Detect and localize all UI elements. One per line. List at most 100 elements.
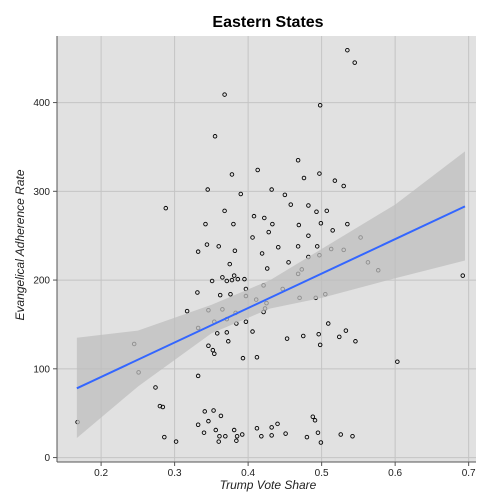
data-point [255, 167, 260, 173]
data-point [330, 228, 335, 233]
data-point [341, 183, 346, 189]
data-point [395, 359, 400, 364]
data-point [314, 209, 319, 214]
data-point [296, 222, 302, 228]
data-point [231, 273, 237, 278]
data-point [316, 331, 321, 337]
data-point [184, 308, 190, 314]
data-point [212, 351, 217, 356]
data-point [224, 278, 230, 284]
data-point [353, 339, 358, 344]
axes [53, 36, 476, 466]
data-point [228, 292, 233, 297]
data-point [270, 221, 275, 227]
x-tick-label: 0.7 [462, 468, 476, 479]
data-point [160, 404, 166, 410]
y-tick-label: 100 [33, 364, 50, 375]
data-point [352, 60, 357, 65]
confidence-ribbon [76, 151, 465, 439]
data-point [238, 191, 244, 197]
data-point [202, 409, 208, 414]
x-axis-label: Trump Vote Share [220, 478, 317, 492]
data-point [206, 418, 211, 424]
data-point [314, 244, 320, 249]
data-point [235, 276, 241, 282]
y-tick-label: 300 [33, 187, 50, 198]
data-point [204, 242, 210, 247]
data-point [163, 205, 169, 211]
data-point [318, 440, 324, 445]
data-point [218, 413, 224, 419]
x-tick-label: 0.5 [315, 468, 329, 479]
data-point [223, 434, 228, 439]
data-point [195, 422, 201, 427]
data-point [229, 277, 235, 283]
data-point [227, 261, 232, 267]
data-point [317, 171, 322, 176]
data-point [231, 221, 236, 227]
data-point [275, 421, 280, 427]
data-point [205, 187, 210, 192]
data-point [276, 244, 281, 250]
data-point [259, 251, 265, 256]
data-point [212, 134, 218, 139]
data-point [195, 290, 200, 295]
data-point [350, 434, 355, 439]
data-point [226, 339, 231, 344]
data-point [288, 202, 294, 207]
data-point [211, 408, 216, 413]
data-point [283, 431, 288, 436]
x-tick-label: 0.2 [94, 468, 108, 479]
data-point [343, 328, 349, 333]
data-point [301, 175, 307, 181]
data-point [234, 434, 240, 439]
data-point [239, 432, 245, 437]
data-point [206, 343, 211, 348]
chart-title: Eastern States [212, 14, 323, 31]
data-point [195, 249, 201, 254]
data-point [318, 221, 324, 226]
data-point [240, 355, 246, 361]
data-point [232, 248, 238, 254]
data-point [338, 432, 343, 437]
data-point [259, 434, 264, 439]
x-tick-label: 0.4 [241, 468, 255, 479]
trend-line [76, 205, 466, 390]
data-point [201, 430, 207, 435]
data-point [222, 208, 227, 214]
data-point [264, 266, 270, 271]
data-point [231, 427, 237, 433]
data-point [243, 319, 249, 325]
data-point [220, 275, 225, 280]
data-point [173, 439, 179, 444]
data-point [332, 178, 338, 183]
data-point [282, 192, 288, 198]
data-point [153, 385, 158, 390]
data-point [301, 333, 306, 339]
data-point [224, 330, 230, 335]
data-point [162, 434, 167, 440]
data-point [284, 336, 290, 341]
data-point [306, 233, 311, 238]
data-point [250, 235, 255, 240]
data-point [317, 102, 323, 108]
y-tick-label: 0 [44, 453, 50, 464]
data-point [254, 426, 260, 431]
data-point [312, 418, 318, 423]
data-point [203, 221, 208, 227]
data-point [304, 434, 310, 440]
data-point [345, 47, 350, 53]
data-point [295, 157, 301, 163]
data-point [216, 439, 221, 444]
y-axis-label: Evangelical Adherence Rate [13, 169, 27, 320]
data-point [250, 329, 255, 334]
data-point [213, 427, 219, 433]
data-point [310, 414, 316, 419]
data-point [217, 434, 222, 439]
data-point [460, 273, 466, 278]
data-point [195, 373, 201, 379]
y-tick-labels: 0 100 200 300 400 [33, 98, 50, 464]
data-point [229, 172, 235, 177]
y-tick-label: 400 [33, 98, 50, 109]
